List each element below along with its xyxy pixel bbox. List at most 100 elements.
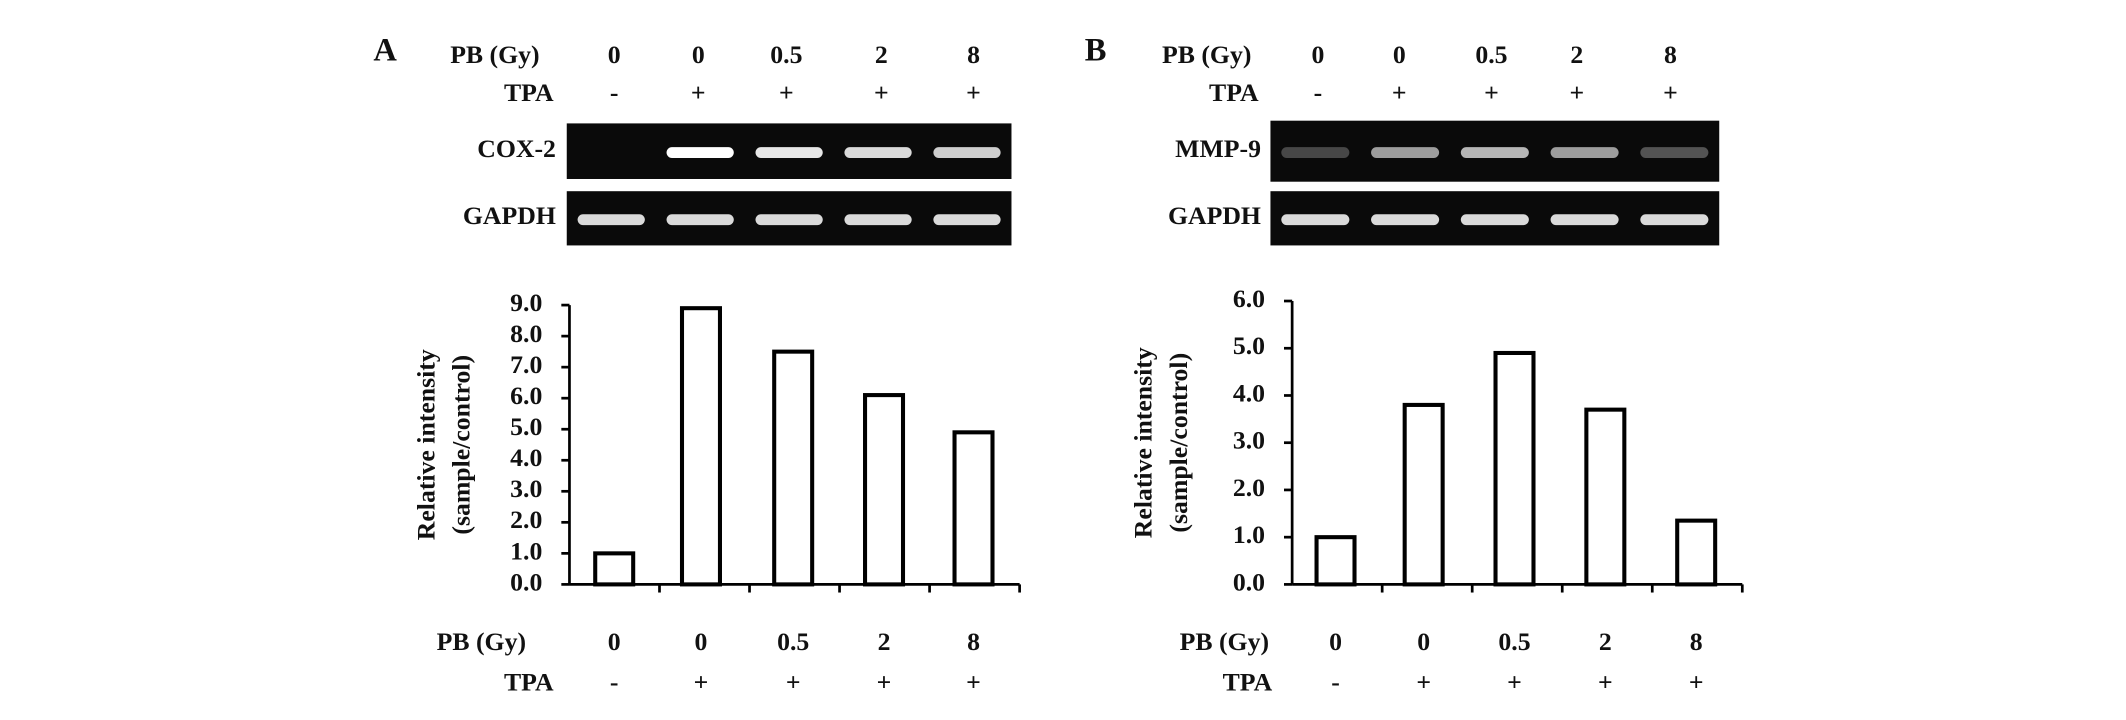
bar bbox=[1402, 402, 1445, 587]
y-axis-label: (sample/control) bbox=[447, 355, 476, 535]
x-tick-label: 0.5 bbox=[1498, 627, 1530, 656]
header-category: 8 bbox=[967, 40, 980, 69]
x-treatment-label: + bbox=[1507, 668, 1522, 697]
y-tick-label: 8.0 bbox=[510, 319, 542, 348]
header-treatment: - bbox=[1314, 78, 1323, 107]
header-category: 2 bbox=[875, 40, 888, 69]
header-category: 2 bbox=[1570, 40, 1583, 69]
x-tick-label: 0 bbox=[695, 627, 708, 656]
x-label: TPA bbox=[504, 668, 554, 697]
gel-band bbox=[1460, 214, 1529, 226]
header-treatment: + bbox=[874, 78, 889, 107]
bar bbox=[863, 393, 906, 587]
header-category: 8 bbox=[1664, 40, 1677, 69]
panel-label: A bbox=[373, 32, 397, 68]
bar bbox=[952, 430, 995, 587]
bar bbox=[1675, 518, 1718, 587]
x-label: PB (Gy) bbox=[437, 627, 526, 656]
gel-label: GAPDH bbox=[463, 201, 556, 230]
bar bbox=[1493, 350, 1536, 587]
header-treatment: + bbox=[691, 78, 706, 107]
gel-band bbox=[755, 214, 823, 226]
gel-label: GAPDH bbox=[1168, 201, 1261, 230]
x-label: PB (Gy) bbox=[1180, 627, 1269, 656]
gel-band bbox=[1550, 147, 1619, 158]
x-tick-label: 0 bbox=[1417, 627, 1430, 656]
header-category: 0 bbox=[692, 40, 705, 69]
x-treatment-label: + bbox=[1598, 668, 1613, 697]
x-label: TPA bbox=[1223, 668, 1273, 697]
panel-label: B bbox=[1085, 32, 1107, 68]
header-treatment: + bbox=[1570, 78, 1585, 107]
y-tick-label: 6.0 bbox=[1233, 284, 1265, 313]
gel-band bbox=[1281, 214, 1350, 226]
header-category: 0 bbox=[1393, 40, 1406, 69]
gel-label: MMP-9 bbox=[1175, 134, 1261, 163]
x-tick-label: 2 bbox=[878, 627, 891, 656]
gel-band bbox=[1371, 147, 1440, 158]
y-tick-label: 4.0 bbox=[1233, 378, 1265, 407]
y-tick-label: 4.0 bbox=[510, 443, 542, 472]
header-treatment: - bbox=[610, 78, 619, 107]
x-treatment-label: + bbox=[877, 668, 892, 697]
x-treatment-label: - bbox=[1331, 668, 1340, 697]
gel-band bbox=[1460, 147, 1529, 158]
y-tick-label: 1.0 bbox=[510, 536, 542, 565]
x-treatment-label: + bbox=[1689, 668, 1704, 697]
gel-band bbox=[666, 214, 734, 226]
gel-band bbox=[1281, 147, 1350, 158]
header-category: 0.5 bbox=[770, 40, 802, 69]
gel-band bbox=[933, 214, 1001, 226]
header-treatment: + bbox=[1484, 78, 1499, 107]
y-tick-label: 6.0 bbox=[510, 381, 542, 410]
y-tick-label: 0.0 bbox=[1233, 567, 1265, 596]
header-treatment: + bbox=[1663, 78, 1678, 107]
gel-band bbox=[666, 147, 734, 158]
x-tick-label: 0.5 bbox=[777, 627, 809, 656]
x-tick-label: 0 bbox=[1329, 627, 1342, 656]
header-category: 0 bbox=[1311, 40, 1324, 69]
x-treatment-label: + bbox=[786, 668, 801, 697]
gel-band bbox=[755, 147, 823, 158]
y-tick-label: 1.0 bbox=[1233, 520, 1265, 549]
bar bbox=[772, 349, 815, 587]
gel-band bbox=[1640, 214, 1709, 226]
bar bbox=[1314, 535, 1357, 587]
y-tick-label: 7.0 bbox=[510, 350, 542, 379]
header-treatment: + bbox=[1392, 78, 1407, 107]
header-label: PB (Gy) bbox=[450, 40, 539, 69]
header-label: PB (Gy) bbox=[1162, 40, 1251, 69]
y-tick-label: 2.0 bbox=[1233, 473, 1265, 502]
x-treatment-label: + bbox=[1416, 668, 1431, 697]
gel-band bbox=[577, 214, 645, 226]
gel-band bbox=[1371, 214, 1440, 226]
y-tick-label: 0.0 bbox=[510, 567, 542, 596]
y-axis-label: (sample/control) bbox=[1164, 353, 1193, 533]
x-treatment-label: + bbox=[694, 668, 709, 697]
y-tick-label: 5.0 bbox=[1233, 331, 1265, 360]
bar bbox=[1584, 407, 1627, 587]
gel-band bbox=[844, 147, 912, 158]
gel-band bbox=[844, 214, 912, 226]
gel-band bbox=[1640, 147, 1709, 158]
x-treatment-label: - bbox=[610, 668, 619, 697]
gel-label: COX-2 bbox=[477, 134, 556, 163]
y-axis-label: Relative intensity bbox=[411, 349, 440, 540]
x-tick-label: 0 bbox=[608, 627, 621, 656]
y-tick-label: 3.0 bbox=[1233, 426, 1265, 455]
header-category: 0 bbox=[608, 40, 621, 69]
header-label: TPA bbox=[504, 78, 554, 107]
header-treatment: + bbox=[966, 78, 981, 107]
bar bbox=[593, 551, 636, 587]
y-tick-label: 2.0 bbox=[510, 505, 542, 534]
y-tick-label: 5.0 bbox=[510, 412, 542, 441]
y-tick-label: 3.0 bbox=[510, 474, 542, 503]
header-category: 0.5 bbox=[1475, 40, 1507, 69]
y-axis-label: Relative intensity bbox=[1129, 347, 1158, 538]
x-treatment-label: + bbox=[966, 668, 981, 697]
gel-band bbox=[933, 147, 1001, 158]
x-tick-label: 2 bbox=[1599, 627, 1612, 656]
bar bbox=[679, 306, 722, 587]
